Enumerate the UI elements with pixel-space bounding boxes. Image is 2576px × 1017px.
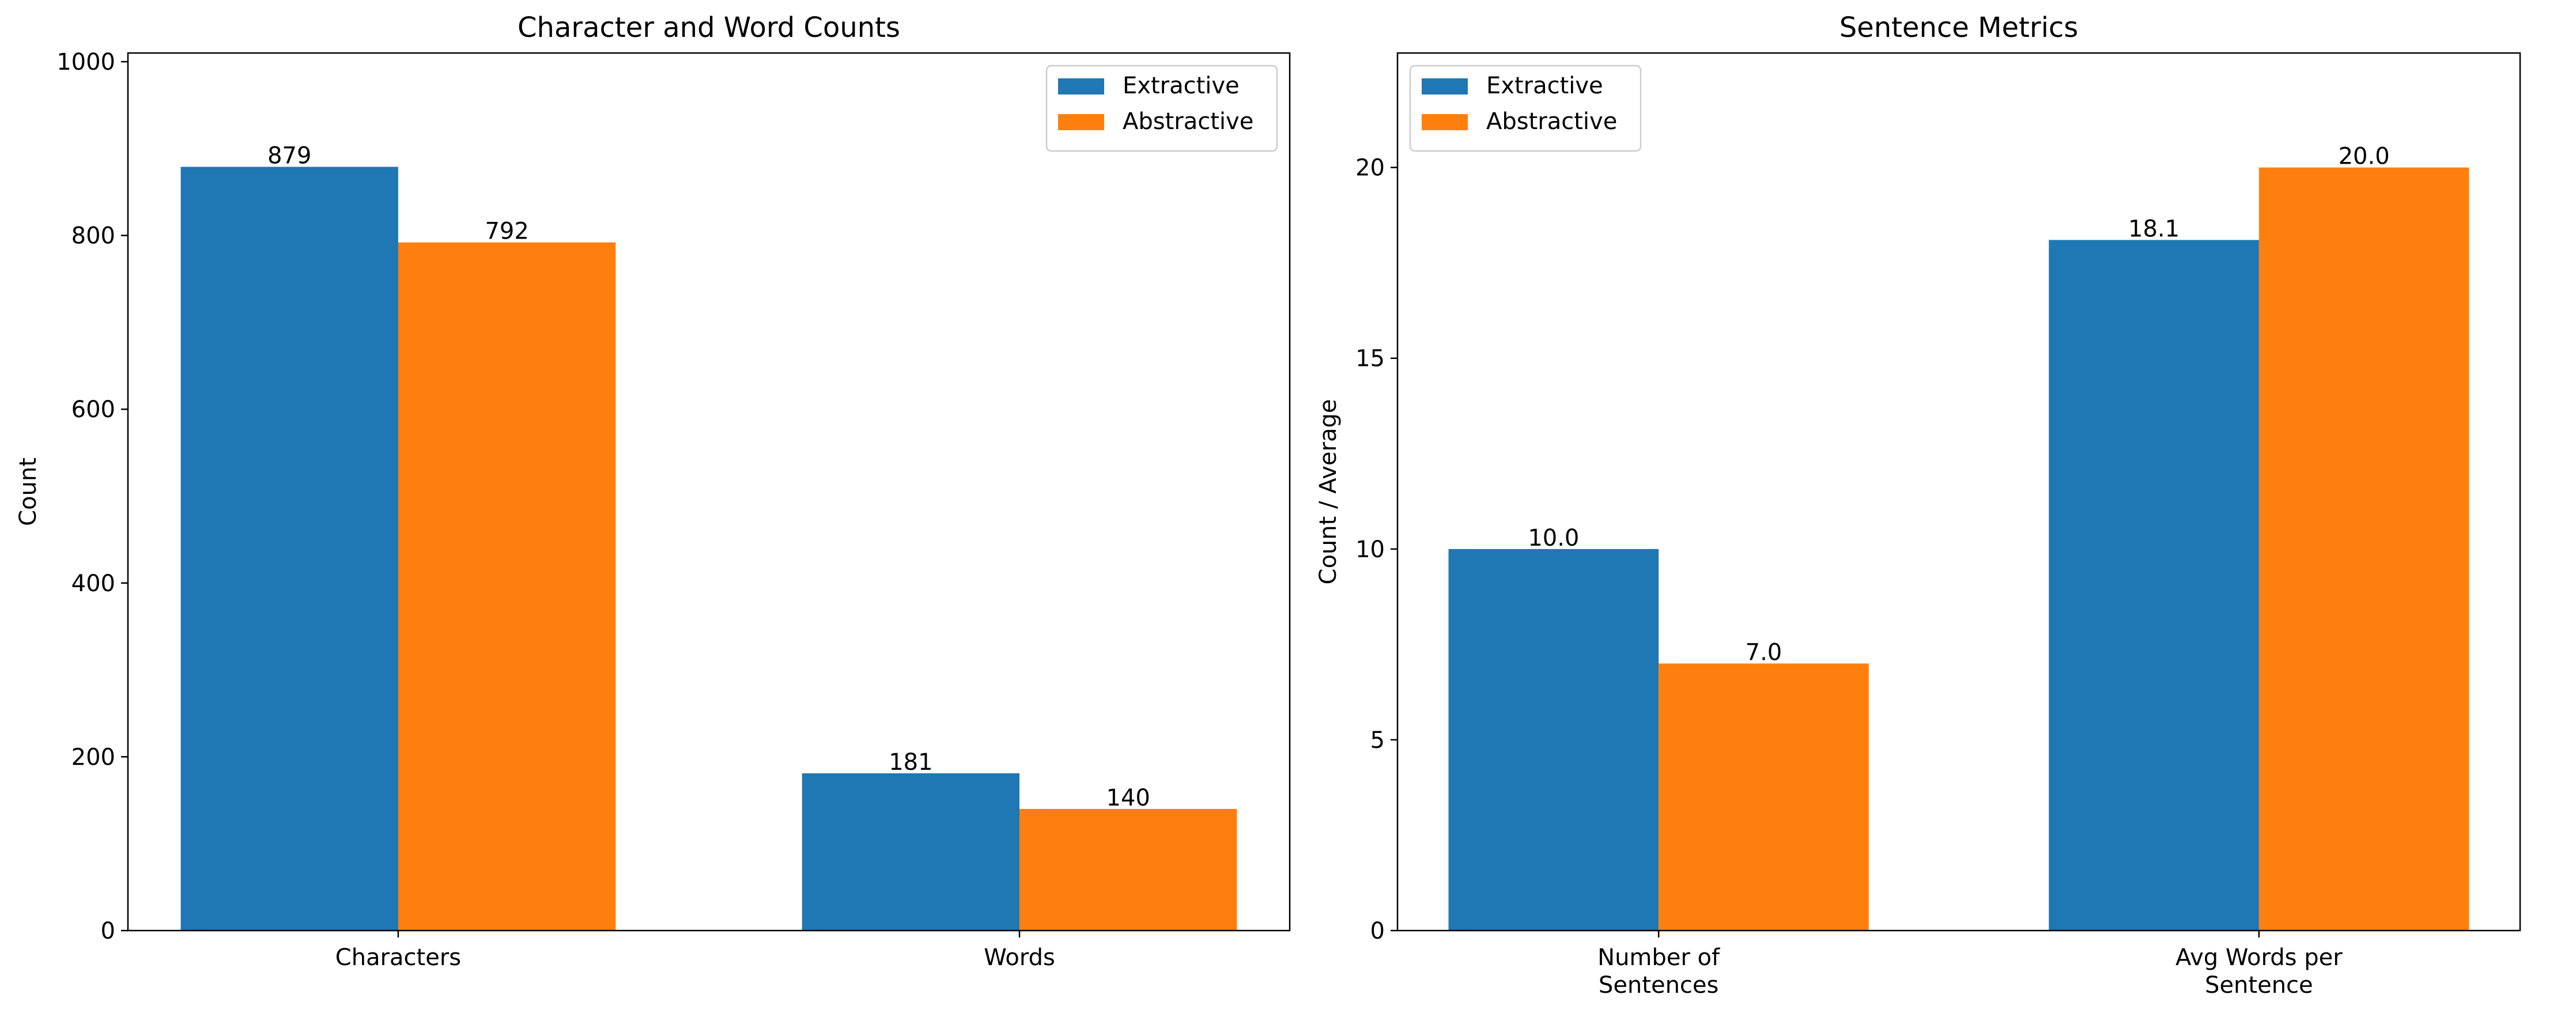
y-axis-label: Count xyxy=(15,458,41,526)
bar-value-label: 879 xyxy=(267,143,311,169)
legend-swatch-abstractive xyxy=(1422,114,1468,130)
y-tick-label: 600 xyxy=(71,396,115,423)
chart-title: Sentence Metrics xyxy=(1840,12,2079,44)
bar-value-label: 20.0 xyxy=(2339,143,2390,170)
x-tick-label: Characters xyxy=(335,944,461,971)
bar-extractive-1 xyxy=(1448,549,1659,931)
bar-abstractive-2 xyxy=(1019,808,1237,931)
y-tick-label: 400 xyxy=(71,570,115,597)
y-tick-label: 15 xyxy=(1355,346,1385,372)
bar-value-label: 7.0 xyxy=(1746,639,1782,666)
bar-value-label: 792 xyxy=(485,218,528,245)
chart-1: 879 181 792 140 0 200 400 600 800 1000 Characters W… xyxy=(15,12,1291,971)
bar-extractive-2 xyxy=(802,773,1020,931)
plot-frame xyxy=(1396,52,2521,932)
legend-label-abstractive: Abstractive xyxy=(1123,108,1253,135)
bar-value-label: 181 xyxy=(889,749,932,776)
y-tick-label: 200 xyxy=(71,744,115,770)
bar-value-label: 140 xyxy=(1106,785,1150,811)
x-tick-label: Number of xyxy=(1597,944,1720,971)
legend-swatch-extractive xyxy=(1058,78,1104,94)
y-tick-label: 800 xyxy=(71,223,115,249)
y-tick-label: 0 xyxy=(1370,918,1385,944)
bar-value-label: 18.1 xyxy=(2128,216,2180,242)
bar-abstractive-1 xyxy=(1659,663,1869,931)
bar-value-label: 10.0 xyxy=(1528,525,1579,551)
x-tick-label: Avg Words per xyxy=(2175,944,2343,971)
y-tick-label: 20 xyxy=(1355,155,1385,182)
bar-abstractive-1 xyxy=(398,242,616,931)
bar-extractive-1 xyxy=(180,167,398,931)
legend-label-abstractive: Abstractive xyxy=(1486,108,1617,135)
y-tick-label: 10 xyxy=(1355,536,1385,563)
x-tick-label: Words xyxy=(984,944,1055,971)
legend-label-extractive: Extractive xyxy=(1486,73,1603,99)
legend-swatch-extractive xyxy=(1422,78,1468,94)
bar-abstractive-2 xyxy=(2258,167,2469,931)
x-tick-label: Sentences xyxy=(1599,972,1718,999)
y-tick-label: 5 xyxy=(1370,727,1385,754)
legend-label-extractive: Extractive xyxy=(1123,73,1240,99)
x-tick-label: Sentence xyxy=(2205,972,2313,999)
y-axis-label: Count / Average xyxy=(1315,399,1342,585)
chart-title: Character and Word Counts xyxy=(518,12,900,44)
plot-frame xyxy=(127,52,1291,932)
y-tick-label: 1000 xyxy=(56,49,115,75)
legend-swatch-abstractive xyxy=(1058,114,1104,130)
bar-extractive-2 xyxy=(2049,240,2259,931)
y-tick-label: 0 xyxy=(101,918,115,944)
